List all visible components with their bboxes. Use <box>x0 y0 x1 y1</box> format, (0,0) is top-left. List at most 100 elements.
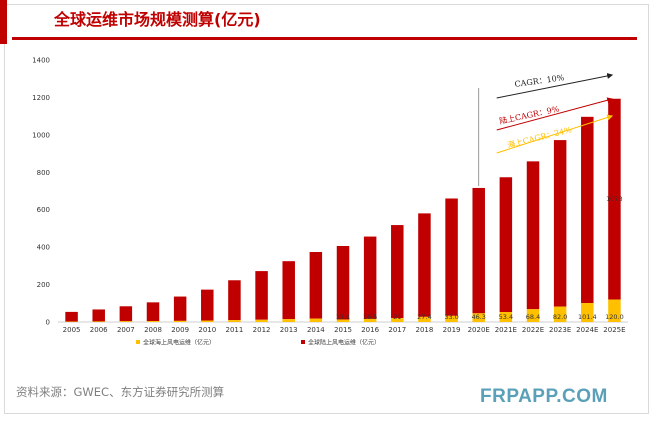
bar-offshore <box>201 320 214 322</box>
data-label-offshore: 101.4 <box>578 313 597 321</box>
bar-offshore <box>363 318 377 322</box>
bar-onshore <box>92 309 105 322</box>
x-tick-label: 2024E <box>576 326 598 334</box>
x-tick-label: 2006 <box>90 326 108 334</box>
cagr-onshore-label: 陆上CAGR：9% <box>498 103 560 126</box>
bar-offshore <box>445 315 458 322</box>
bar-onshore <box>282 261 295 320</box>
source-note: 资料来源：GWEC、东方证券研究所测算 <box>16 385 225 399</box>
bar-series <box>65 98 621 322</box>
y-tick-label: 0 <box>46 319 50 327</box>
bar-offshore <box>173 320 187 322</box>
bar-offshore <box>418 316 431 322</box>
y-tick-label: 1000 <box>32 131 50 139</box>
bar-offshore <box>499 312 513 322</box>
bar-onshore <box>65 311 78 322</box>
bar-onshore <box>255 271 268 320</box>
x-tick-label: 2018 <box>416 326 434 334</box>
legend-swatch-onshore <box>301 340 305 344</box>
bar-onshore <box>608 98 621 300</box>
data-label-offshore: 120.0 <box>605 313 624 321</box>
bar-onshore <box>418 213 431 317</box>
bar-offshore <box>472 313 485 322</box>
legend-swatch-offshore <box>136 340 140 344</box>
data-label-offshore: 68.4 <box>526 313 540 321</box>
x-tick-label: 2017 <box>388 326 406 334</box>
bar-onshore <box>472 187 485 314</box>
x-tick-label: 2016 <box>361 326 379 334</box>
title-accent-bar <box>0 0 7 44</box>
bar-onshore <box>499 177 513 313</box>
y-tick-label: 400 <box>37 244 50 252</box>
bar-offshore <box>608 299 621 322</box>
bar-onshore <box>173 296 187 321</box>
x-tick-label: 2010 <box>198 326 216 334</box>
bar-onshore <box>391 225 404 319</box>
bar-onshore <box>581 116 594 304</box>
data-label-offshore: 46.3 <box>471 313 485 321</box>
bar-offshore <box>119 321 133 322</box>
y-tick-label: 1400 <box>32 57 50 65</box>
data-label-offshore: 33.0 <box>444 313 458 321</box>
y-tick-label: 1200 <box>32 94 50 102</box>
bar-offshore <box>255 319 268 322</box>
data-label-offshore: 13.1 <box>336 313 350 321</box>
x-tick-label: 2007 <box>117 326 135 334</box>
x-tick-label: 2025E <box>603 326 625 334</box>
bar-onshore <box>146 302 160 322</box>
bar-onshore <box>553 140 567 307</box>
bar-onshore <box>228 280 241 321</box>
data-label-offshore: 21 <box>393 313 401 321</box>
x-tick-label: 2022E <box>522 326 544 334</box>
chart-title: 全球运维市场规模测算(亿元) <box>54 10 261 29</box>
bar-offshore <box>526 309 540 322</box>
x-tick-label: 2008 <box>144 326 162 334</box>
bar-offshore <box>336 319 350 322</box>
cagr-offshore-arrow <box>496 114 614 154</box>
bar-onshore <box>336 246 350 320</box>
legend-label-onshore: 全球陆上风电运维（亿元） <box>308 339 380 347</box>
x-tick-label: 2013 <box>280 326 298 334</box>
bar-offshore <box>391 318 404 322</box>
x-tick-label: 2011 <box>226 326 244 334</box>
y-tick-label: 200 <box>37 281 50 289</box>
bar-offshore <box>309 318 323 322</box>
chart-frame <box>4 4 649 414</box>
x-tick-label: 2019 <box>443 326 461 334</box>
x-axis: 2005 2006 2007 2008 2009 2010 2011 2012 2013 2014… <box>58 321 628 334</box>
x-tick-label: 2020E <box>468 326 490 334</box>
bar-offshore <box>553 306 567 322</box>
cagr-onshore-arrow <box>496 97 614 131</box>
bar-offshore <box>92 321 105 322</box>
y-tick-label: 800 <box>37 169 50 177</box>
legend: 全球海上风电运维（亿元） 全球陆上风电运维（亿元） <box>136 339 380 347</box>
data-label-offshore: 53.4 <box>499 313 513 321</box>
cagr-total-label: CAGR：10% <box>514 73 565 89</box>
data-label-offshore: 16.5 <box>363 313 377 321</box>
bar-onshore <box>445 198 458 316</box>
x-tick-label: 2023E <box>549 326 571 334</box>
data-labels: 13.1 16.5 21 27.4 33.0 46.3 53.4 68.4 82.0 101.4 1… <box>336 195 624 321</box>
title-rule <box>12 6 637 40</box>
data-label-offshore: 27.4 <box>417 313 431 321</box>
bar-onshore <box>119 306 133 322</box>
bar-onshore <box>526 161 540 310</box>
data-label-offshore: 82.0 <box>553 313 567 321</box>
bar-onshore <box>309 252 323 319</box>
y-axis: 0 200 400 600 800 1000 1200 1400 <box>32 57 50 327</box>
x-tick-label: 2021E <box>495 326 517 334</box>
cagr-total-arrow <box>496 72 614 99</box>
bar-offshore <box>146 321 160 322</box>
x-tick-label: 2015 <box>334 326 352 334</box>
bar-onshore <box>363 236 377 319</box>
legend-label-offshore: 全球海上风电运维（亿元） <box>143 339 215 347</box>
watermark: FRPAPP.COM <box>480 386 608 407</box>
bar-offshore <box>581 303 594 322</box>
bar-onshore <box>201 289 214 321</box>
y-tick-label: 600 <box>37 206 50 214</box>
bar-offshore <box>282 319 295 322</box>
bar-offshore <box>228 320 241 322</box>
x-tick-label: 2014 <box>307 326 325 334</box>
x-tick-label: 2009 <box>171 326 189 334</box>
